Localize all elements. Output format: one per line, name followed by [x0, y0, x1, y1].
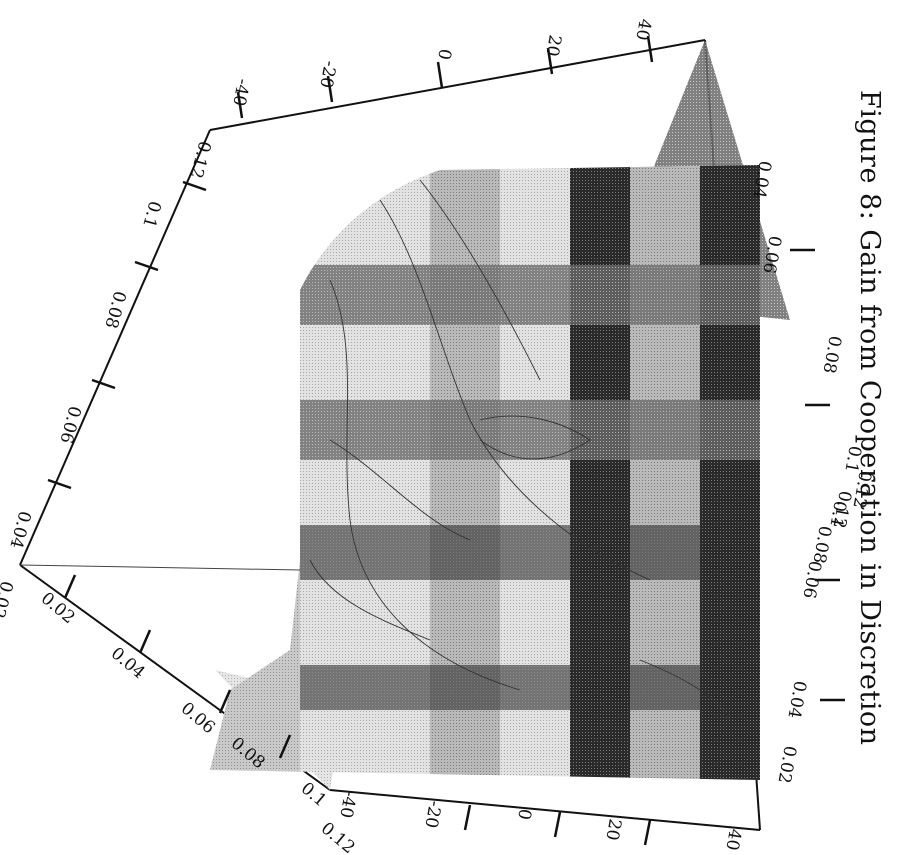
tick-left-4	[47, 478, 72, 490]
contours	[309, 179, 731, 721]
band-h3	[300, 525, 760, 580]
tick-label-z-right-0: -40	[335, 789, 359, 819]
tick-marks	[47, 35, 845, 846]
tick-z-top-1	[236, 91, 244, 119]
tick-label-z-right-3: 20	[601, 817, 624, 842]
tick-z-top-3	[436, 61, 444, 89]
contour-1	[329, 279, 521, 691]
tick-label-z-right-1: -20	[420, 799, 444, 829]
contour-6	[639, 659, 731, 721]
band-h2	[300, 400, 760, 460]
tick-label-x-top-5: 0.02	[0, 579, 16, 621]
contour-7	[329, 439, 471, 541]
tick-label-x-inner-2: 0.08	[819, 334, 845, 375]
box-edge-right-bottom	[329, 789, 761, 831]
band-h1	[300, 265, 760, 325]
tick-bottom-4	[278, 734, 292, 759]
tick-rb-1	[463, 804, 472, 831]
tick-label-x-top-0: 0.12	[185, 139, 214, 181]
band-v0	[210, 165, 300, 780]
box-edge-left	[19, 129, 211, 566]
tick-label-x-top-1: 0.1	[138, 199, 164, 230]
tick-rb-3	[643, 819, 652, 846]
tick-label-x-inner-3: 0.1	[840, 444, 864, 474]
tick-bottom-2	[138, 629, 152, 654]
tick-bottom-1	[63, 574, 77, 599]
tick-left-2	[134, 260, 159, 272]
tick-label-z-left-1: -20	[315, 59, 339, 89]
contour-3	[419, 179, 541, 381]
contour-2	[379, 199, 651, 581]
tick-label-x-top-3: 0.06	[55, 404, 84, 446]
tick-bottom-3	[218, 689, 232, 714]
tick-rb-2	[553, 811, 562, 838]
tick-label-y-right-1: 0.04	[784, 679, 810, 720]
tick-label-y-right-2: 0.06	[799, 559, 825, 600]
tick-z-top-4	[546, 47, 554, 75]
figure-caption: Figure 8: Gain from Cooperation in Discr…	[854, 90, 885, 746]
tick-z-top-2	[326, 75, 334, 103]
tick-label-y-right-4: 0.1	[825, 499, 849, 529]
contour-5	[309, 559, 431, 641]
tick-left-3	[91, 378, 116, 390]
tick-label-z-left-3: 20	[541, 33, 564, 58]
box-edge-top	[209, 39, 706, 131]
tick-label-z-right-4: 40	[721, 827, 744, 852]
contour-4	[479, 415, 591, 460]
tick-label-z-right-2: 0	[513, 807, 535, 821]
tick-left-1	[182, 180, 207, 192]
tick-z-top-5	[646, 35, 654, 63]
tick-label-y-right-0: 0.02	[774, 744, 800, 785]
surface	[210, 165, 760, 780]
band-h4	[300, 665, 760, 710]
tick-label-y-bottom-0: 0.02	[37, 589, 79, 629]
inner-plane-edge	[19, 564, 301, 571]
tick-label-y-right-3: 0.08	[809, 524, 835, 565]
tick-label-z-left-4: 40	[631, 17, 654, 42]
tick-label-y-right-5: 0.12	[829, 489, 855, 530]
tick-label-z-left-0: -40	[228, 77, 252, 107]
tick-label-z-left-2: 0	[433, 47, 455, 61]
tick-label-y-bottom-5: 0.12	[317, 819, 359, 855]
